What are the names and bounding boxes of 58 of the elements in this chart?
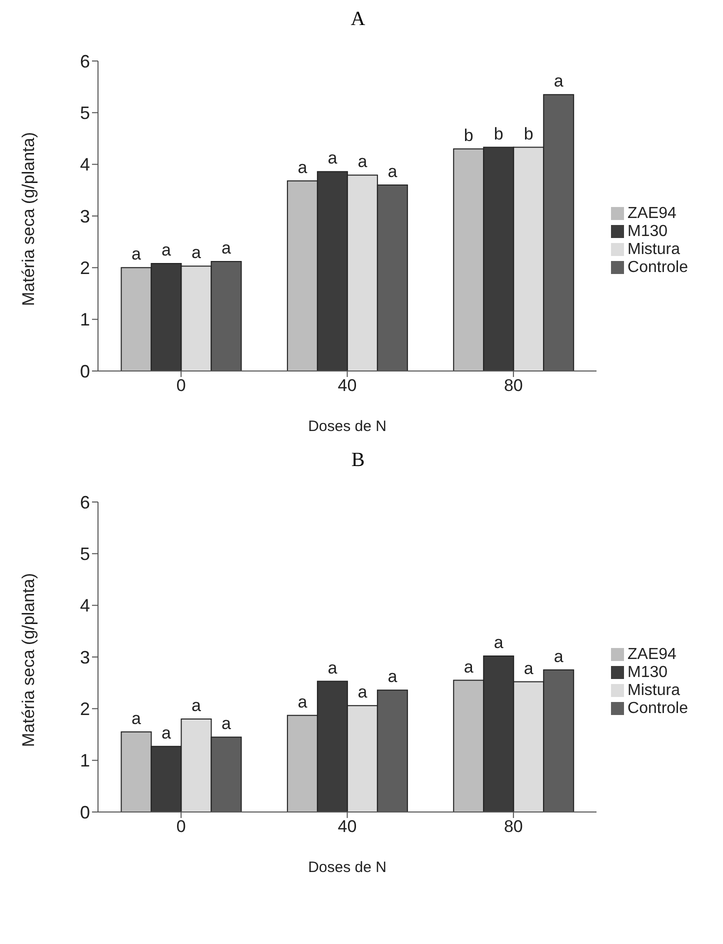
data-label: a (328, 148, 338, 168)
data-label: a (298, 692, 308, 712)
data-label: a (132, 708, 142, 728)
data-label: a (192, 696, 202, 715)
data-label: b (524, 124, 534, 144)
data-label: b (494, 124, 504, 144)
legend-label: M130 (628, 223, 668, 240)
y-tick-label: 6 (80, 51, 90, 72)
data-label: a (222, 238, 232, 258)
x-tick-label: 40 (338, 817, 357, 836)
legend-label: Mistura (628, 682, 680, 699)
x-tick-label: 0 (176, 817, 186, 836)
y-tick-label: 1 (80, 750, 90, 771)
y-tick-label: 6 (80, 492, 90, 512)
data-label: a (554, 646, 564, 666)
data-label: a (162, 240, 172, 260)
data-label: a (132, 244, 142, 264)
y-tick-label: 5 (80, 544, 90, 564)
y-tick-label: 2 (80, 258, 90, 278)
data-label: a (222, 714, 232, 734)
data-label: b (464, 126, 474, 145)
legend-label: Controle (628, 700, 688, 717)
x-tick-label: 80 (504, 376, 523, 396)
legend-label: ZAE94 (628, 646, 676, 663)
data-label: a (298, 158, 308, 177)
y-tick-label: 0 (80, 361, 90, 382)
data-label: a (358, 152, 368, 172)
data-label: a (358, 682, 368, 702)
data-label: a (328, 658, 338, 678)
x-axis-title: Doses de N (308, 859, 386, 876)
y-tick-label: 4 (80, 154, 90, 175)
y-tick-label: 0 (80, 802, 90, 822)
y-tick-label: 2 (80, 699, 90, 720)
data-label: a (388, 162, 398, 181)
x-tick-label: 80 (504, 817, 523, 836)
data-label: a (494, 632, 504, 652)
chart-title: A (350, 8, 366, 31)
y-tick-label: 1 (80, 310, 90, 330)
data-label: a (524, 658, 534, 678)
y-tick-label: 5 (80, 103, 90, 124)
legend-label: Controle (628, 259, 688, 276)
x-axis-title: Doses de N (308, 418, 386, 435)
chart-title: B (350, 449, 366, 472)
legend-label: ZAE94 (628, 205, 676, 222)
x-tick-label: 0 (176, 376, 186, 396)
x-tick-label: 40 (338, 376, 357, 396)
data-label: a (192, 243, 202, 262)
data-label: a (464, 657, 474, 676)
y-tick-label: 3 (80, 206, 90, 226)
data-label: a (162, 723, 172, 742)
y-tick-label: 3 (80, 647, 90, 668)
y-tick-label: 4 (80, 596, 90, 616)
legend-label: M130 (628, 664, 668, 681)
legend-label: Mistura (628, 241, 680, 258)
y-axis-title: Matéria seca (g/planta) (19, 132, 38, 306)
data-label: a (554, 72, 564, 91)
data-label: a (388, 667, 398, 686)
y-axis-title: Matéria seca (g/planta) (19, 573, 38, 747)
